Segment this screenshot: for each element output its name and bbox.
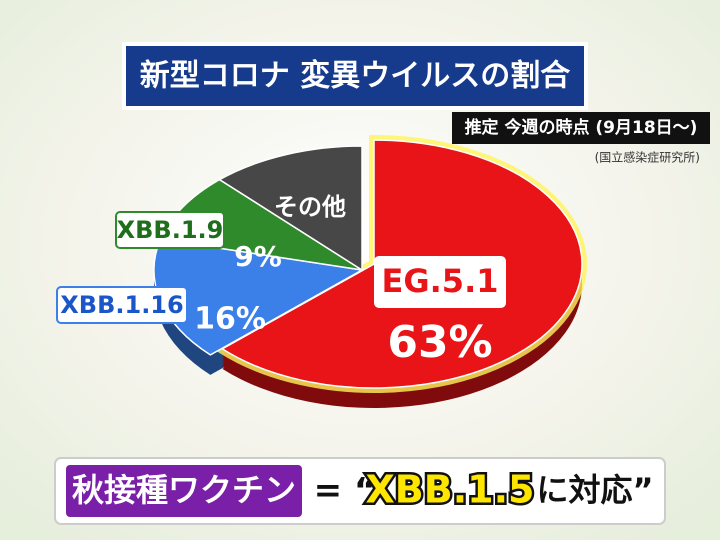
value-label: 16% xyxy=(194,302,266,337)
label-box xyxy=(374,256,506,308)
label-box xyxy=(56,286,188,324)
label-box xyxy=(115,211,225,249)
category-label: EG.5.1 xyxy=(382,262,499,300)
slice xyxy=(218,145,363,272)
banner-tail: に対応” xyxy=(536,471,653,509)
labels: EG.5.1 63% XBB.1.16 16% XBB.1.9 9% その他 xyxy=(56,193,506,368)
category-label: XBB.1.16 xyxy=(60,291,183,319)
title-box xyxy=(122,42,588,110)
chart-title: 新型コロナ 変異ウイルスの割合 xyxy=(140,59,570,94)
value-label: 63% xyxy=(387,317,492,368)
banner-strain: XBB.1.5 xyxy=(366,468,535,512)
value-label: 9% xyxy=(234,240,282,273)
category-label: XBB.1.9 xyxy=(117,216,224,244)
banner-tag-box xyxy=(66,465,302,517)
banner-tag: 秋接種ワクチン xyxy=(72,471,296,509)
source: (国立感染症研究所) xyxy=(595,150,700,165)
banner-lead: = “ xyxy=(314,471,377,511)
subtitle-box xyxy=(452,112,710,144)
subtitle: 推定 今週の時点 (9月18日〜) xyxy=(465,117,698,138)
category-label: その他 xyxy=(274,193,346,221)
